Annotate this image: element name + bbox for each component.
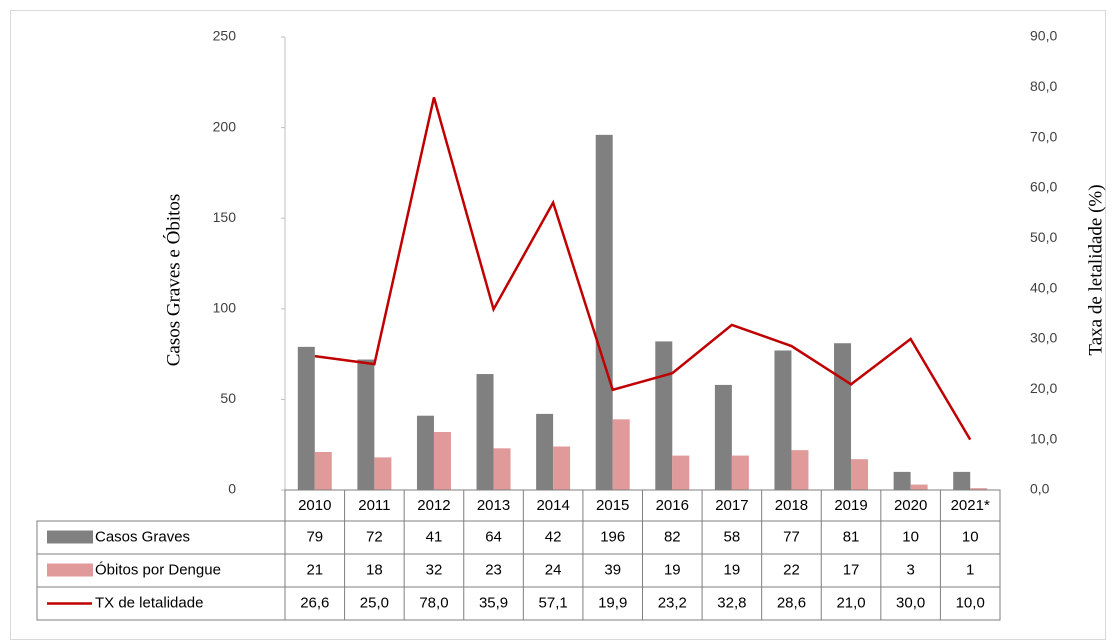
table-value: 10 [902,528,919,545]
x-tick-label: 2012 [417,497,450,514]
bar [314,451,332,490]
x-tick-label: 2021* [951,497,990,514]
bar [970,488,988,490]
y2-tick-label: 60,0 [1030,179,1057,195]
bar [953,471,971,490]
table-value: 78,0 [419,594,448,611]
bar [416,415,434,490]
table-value: 57,1 [539,594,568,611]
table-value: 18 [366,561,383,578]
y-tick-label: 50 [220,390,236,406]
bar [433,432,451,490]
bar [493,448,511,490]
table-value: 58 [724,528,741,545]
chart-border [10,10,1106,640]
y-tick-label: 250 [213,28,237,44]
table-value: 81 [843,528,860,545]
bar [910,484,928,490]
table-value: 22 [783,561,800,578]
table-value: 26,6 [300,594,329,611]
y2-tick-label: 40,0 [1030,279,1057,295]
x-tick-label: 2014 [536,497,569,514]
bar [714,384,732,490]
x-tick-label: 2020 [894,497,927,514]
y2-tick-label: 80,0 [1030,78,1057,94]
table-value: 19 [664,561,681,578]
table-value: 19,9 [598,594,627,611]
bar [893,471,911,490]
x-tick-label: 2015 [596,497,629,514]
bar [536,413,554,490]
table-value: 32,8 [717,594,746,611]
y2-tick-label: 10,0 [1030,430,1057,446]
legend-key [47,530,93,544]
y-tick-label: 100 [213,300,237,316]
table-value: 64 [485,528,502,545]
table-value: 23 [485,561,502,578]
y2-tick-label: 0,0 [1030,481,1050,497]
table-value: 21,0 [836,594,865,611]
table-value: 30,0 [896,594,925,611]
legend-label: Casos Graves [95,528,190,545]
table-value: 10,0 [956,594,985,611]
x-tick-label: 2018 [775,497,808,514]
bar [357,359,375,490]
table-value: 19 [724,561,741,578]
legend-label: Óbitos por Dengue [95,561,221,578]
table-value: 77 [783,528,800,545]
y2-tick-label: 20,0 [1030,380,1057,396]
table-value: 3 [906,561,914,578]
x-tick-label: 2011 [358,497,390,514]
x-tick-label: 2016 [656,497,689,514]
bar [672,455,690,490]
bar [834,343,852,490]
bar [731,455,749,490]
y-tick-label: 150 [213,209,237,225]
bar [655,341,673,490]
bar [476,374,494,490]
y-tick-label: 0 [228,481,236,497]
legend-key [47,563,93,577]
x-tick-label: 2019 [834,497,867,514]
x-tick-label: 2013 [477,497,510,514]
y2-tick-label: 90,0 [1030,28,1057,44]
bar [791,450,809,490]
table-value: 35,9 [479,594,508,611]
table-value: 17 [843,561,860,578]
y2-tick-label: 70,0 [1030,128,1057,144]
table-value: 21 [306,561,323,578]
table-value: 42 [545,528,562,545]
y2-tick-label: 50,0 [1030,229,1057,245]
bar [595,134,613,490]
bar [553,446,571,490]
x-tick-label: 2010 [298,497,331,514]
y-axis-title: Casos Graves e Óbitos [162,194,184,367]
bar [297,346,315,490]
bar [612,419,630,490]
y2-axis-title: Taxa de letalidade (%) [1085,184,1106,355]
table-value: 23,2 [658,594,687,611]
table-value: 79 [306,528,323,545]
table-value: 39 [604,561,621,578]
bar [774,350,792,490]
y-tick-label: 200 [213,118,237,134]
table-value: 28,6 [777,594,806,611]
bar [374,457,392,490]
table-value: 24 [545,561,562,578]
table-value: 41 [426,528,443,545]
y2-tick-label: 30,0 [1030,330,1057,346]
table-value: 82 [664,528,681,545]
x-tick-label: 2017 [715,497,748,514]
table-value: 32 [426,561,443,578]
table-value: 1 [966,561,974,578]
table-value: 196 [600,528,625,545]
line [314,97,972,441]
bar [851,459,869,490]
table-value: 72 [366,528,383,545]
table-value: 25,0 [360,594,389,611]
legend-label: TX de letalidade [95,594,203,611]
table-value: 10 [962,528,979,545]
